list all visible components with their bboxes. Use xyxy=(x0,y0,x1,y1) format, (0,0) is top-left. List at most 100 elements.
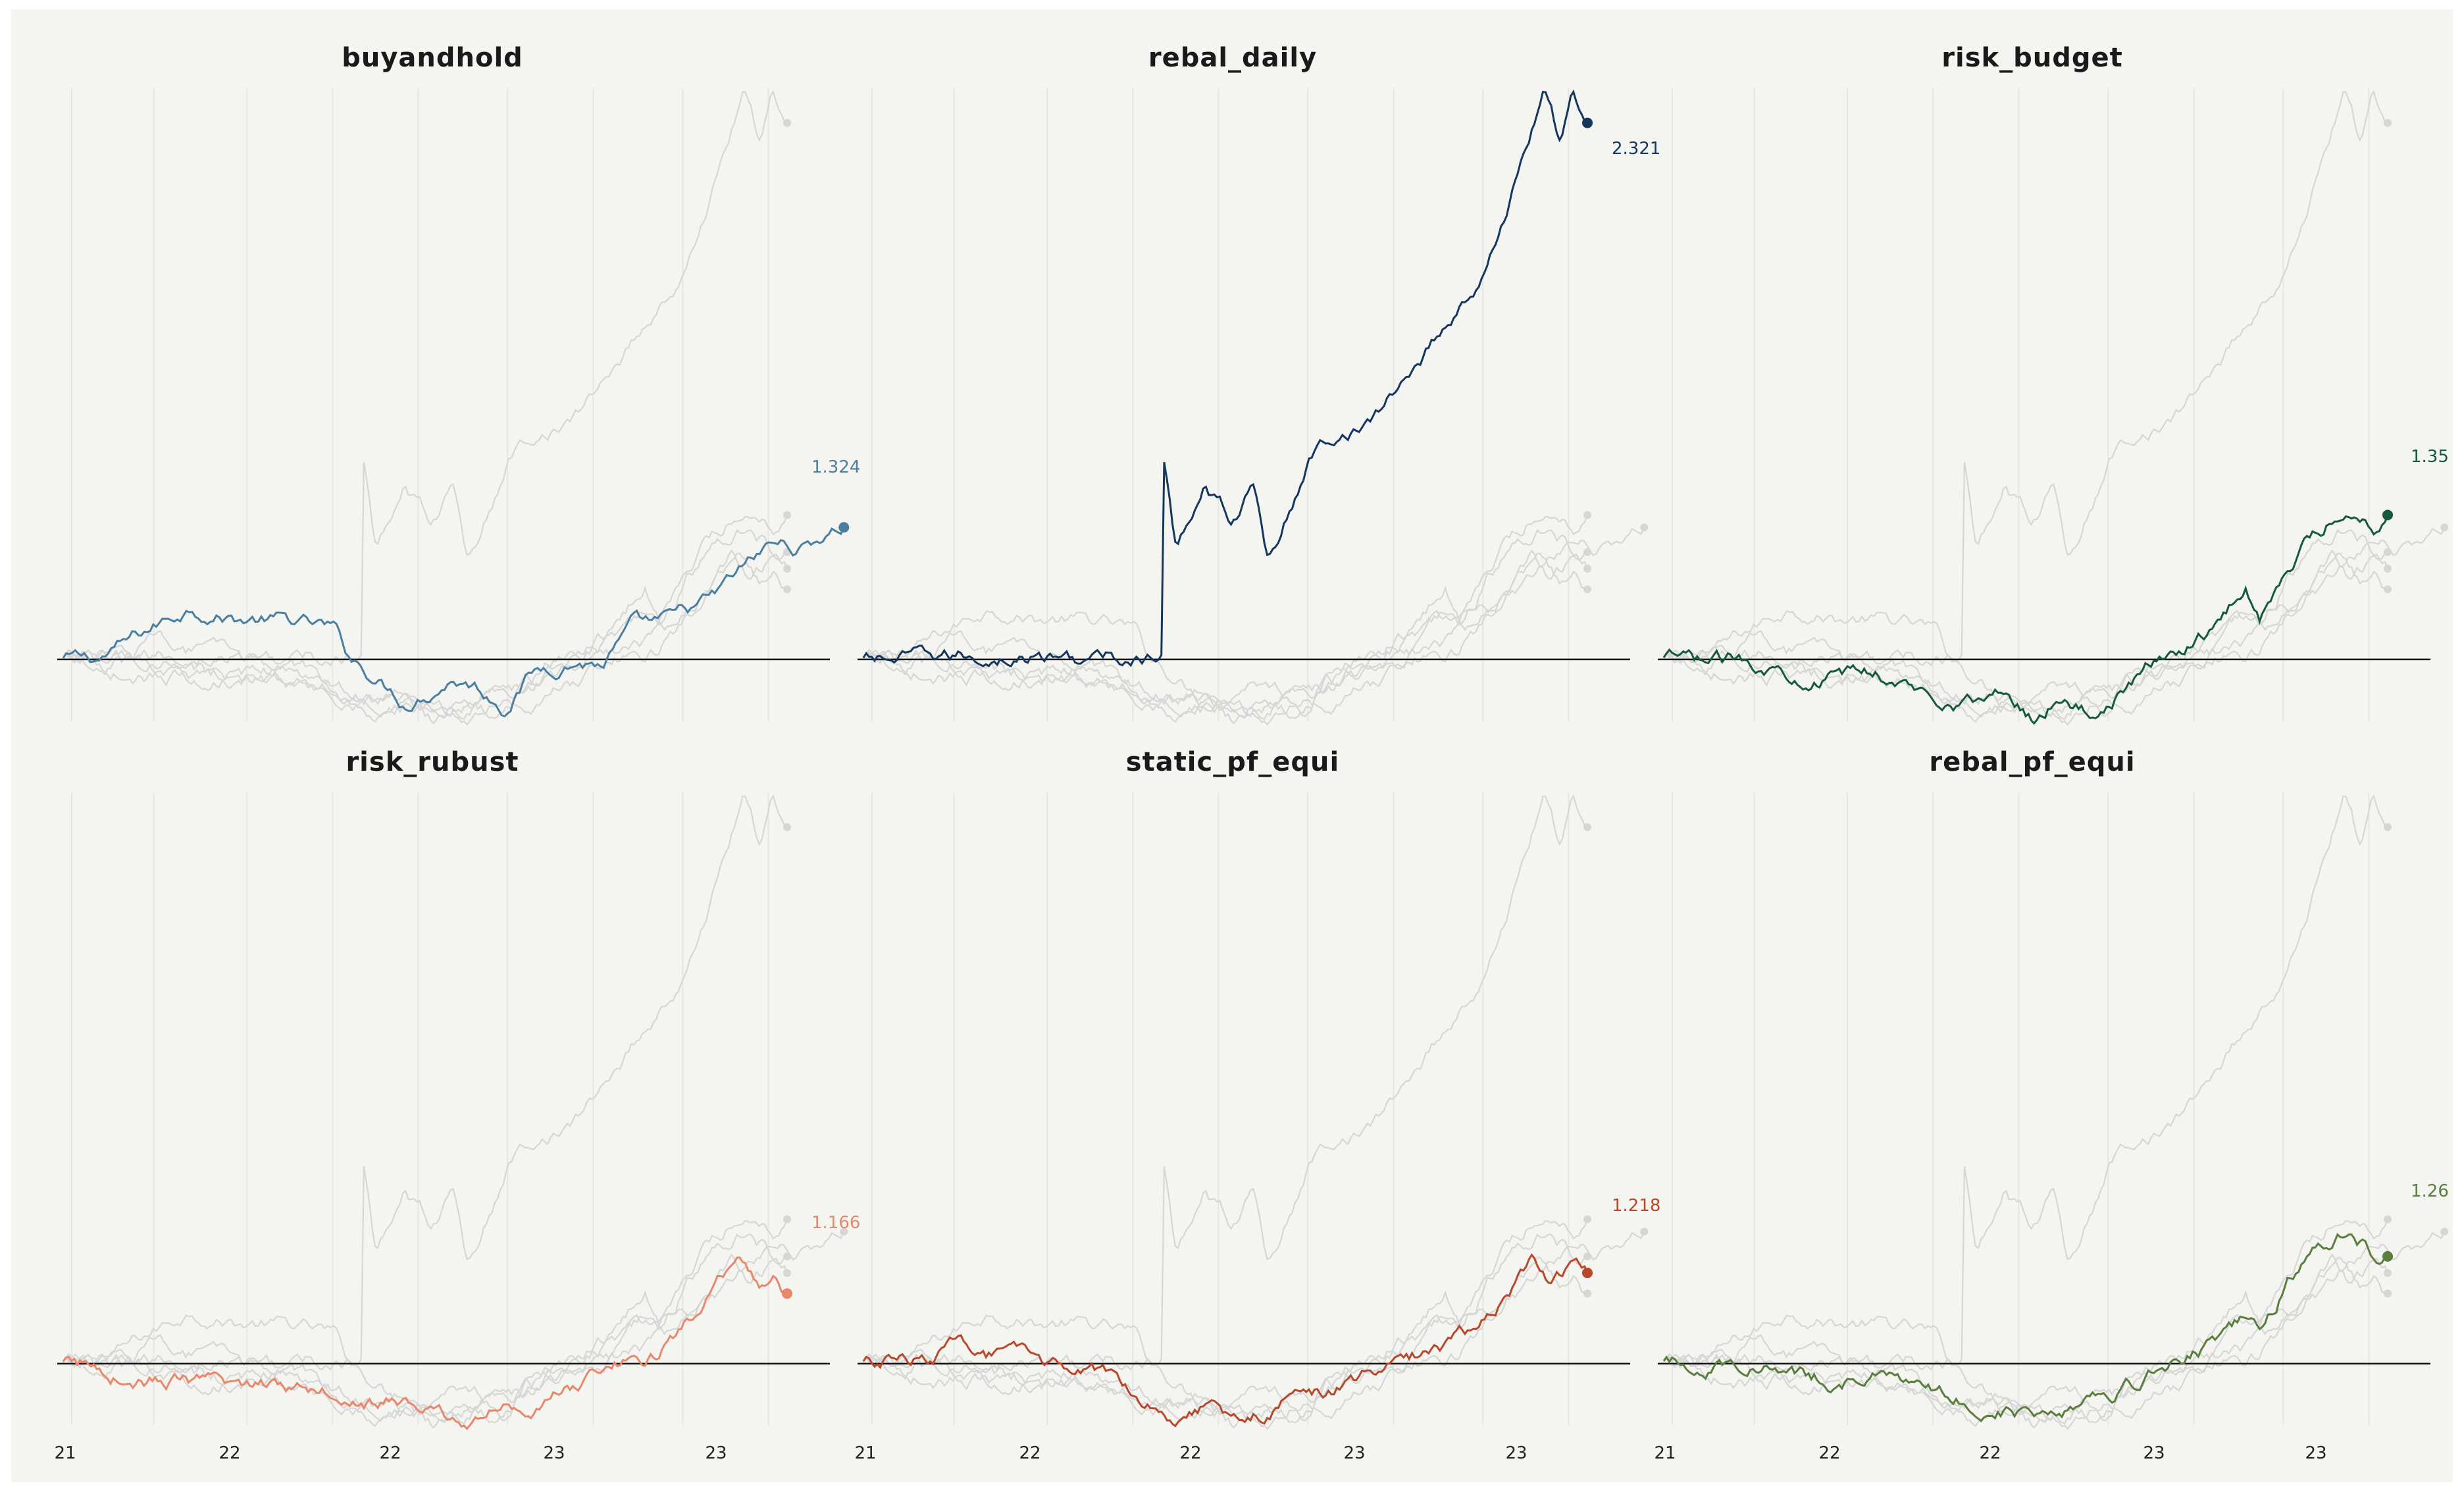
background-series-end-point xyxy=(783,823,791,831)
background-series-line xyxy=(863,529,1588,718)
background-series-end-point xyxy=(783,564,791,573)
background-series-line xyxy=(1663,794,2388,1372)
x-tick-label: 23 xyxy=(1505,1443,1527,1463)
highlight-series-end-point xyxy=(782,1288,792,1299)
background-series-line xyxy=(1663,1231,2446,1422)
end-value-label: 2.321 xyxy=(1612,139,1660,159)
panel-title: risk_budget xyxy=(1941,43,2122,73)
background-series-end-point xyxy=(1583,511,1591,519)
background-series-line xyxy=(1663,1253,2389,1428)
background-series-end-point xyxy=(2440,1228,2449,1236)
x-tick-label: 22 xyxy=(1979,1443,2001,1463)
panel-rebal_daily xyxy=(858,88,1649,726)
panel-title: risk_rubust xyxy=(346,747,519,777)
highlight-series-line xyxy=(1662,514,2389,725)
panel-risk_rubust xyxy=(57,792,848,1431)
panel-title: static_pf_equi xyxy=(1126,747,1339,777)
background-series-line xyxy=(63,552,788,726)
background-series-end-point xyxy=(1583,548,1591,556)
highlight-series-end-point xyxy=(1582,1267,1593,1278)
end-value-label: 1.166 xyxy=(811,1213,860,1233)
background-series-end-point xyxy=(1640,1228,1649,1236)
x-tick-label: 21 xyxy=(54,1443,76,1463)
end-value-label: 1.218 xyxy=(1612,1196,1660,1216)
panel-title: rebal_daily xyxy=(1148,43,1317,73)
small-multiples-chart: buyandhold rebal_daily risk_budget risk_… xyxy=(54,43,2449,1463)
highlight-series-line xyxy=(62,1256,788,1431)
background-series-end-point xyxy=(1583,823,1591,831)
x-tick-label: 22 xyxy=(1179,1443,1201,1463)
x-tick-label: 23 xyxy=(2305,1443,2326,1463)
background-series-end-point xyxy=(1640,523,1649,532)
background-series-end-point xyxy=(2384,548,2392,556)
background-series-end-point xyxy=(2384,1268,2392,1277)
end-value-label: 1.35 xyxy=(2411,447,2449,467)
background-series-end-point xyxy=(2440,523,2449,532)
end-value-label: 1.26 xyxy=(2411,1181,2449,1201)
background-series-line xyxy=(63,1253,788,1428)
background-series-line xyxy=(63,90,788,667)
highlight-series-end-point xyxy=(2382,1251,2393,1262)
x-tick-label: 23 xyxy=(543,1443,565,1463)
panel-risk_budget xyxy=(1658,88,2449,726)
background-series-line xyxy=(1663,549,2389,723)
panel-buyandhold xyxy=(57,88,850,726)
background-series-line xyxy=(863,1256,1588,1430)
background-series-line xyxy=(1663,527,2446,717)
x-tick-label: 22 xyxy=(1019,1443,1040,1463)
x-tick-label: 21 xyxy=(854,1443,876,1463)
background-series-line xyxy=(1663,1219,2389,1429)
background-series-line xyxy=(63,549,788,723)
panel-title: buyandhold xyxy=(342,43,523,73)
x-tick-label: 22 xyxy=(1818,1443,1840,1463)
background-series-line xyxy=(863,552,1588,726)
background-series-end-point xyxy=(783,1252,791,1260)
x-tick-label: 21 xyxy=(1654,1443,1676,1463)
background-series-end-point xyxy=(2384,585,2392,594)
background-series-end-point xyxy=(1583,585,1591,594)
end-value-label: 1.324 xyxy=(811,457,860,477)
panel-rebal_pf_equi xyxy=(1658,792,2449,1430)
x-tick-label: 23 xyxy=(1343,1443,1365,1463)
background-series-line xyxy=(63,1219,788,1429)
highlight-series-end-point xyxy=(1582,117,1593,128)
background-series-end-point xyxy=(783,1268,791,1277)
background-series-end-point xyxy=(2384,1289,2392,1298)
background-series-line xyxy=(63,529,788,718)
highlight-series-end-point xyxy=(838,522,850,533)
background-series-line xyxy=(863,1233,1588,1422)
background-series-end-point xyxy=(840,1228,848,1236)
background-series-end-point xyxy=(2384,1215,2392,1224)
background-series-line xyxy=(863,1219,1589,1429)
highlight-series-line xyxy=(62,527,845,718)
background-series-line xyxy=(863,527,1645,717)
background-series-end-point xyxy=(1583,1252,1591,1260)
background-series-line xyxy=(863,515,1589,725)
background-series-line xyxy=(63,1231,845,1422)
background-series-end-point xyxy=(2384,118,2392,127)
background-series-line xyxy=(63,1233,788,1422)
background-series-end-point xyxy=(2384,564,2392,573)
x-tick-label: 22 xyxy=(379,1443,401,1463)
background-series-line xyxy=(1663,529,2388,718)
background-series-end-point xyxy=(1583,1215,1591,1224)
background-series-line xyxy=(863,794,1588,1372)
highlight-series-line xyxy=(1662,1233,2388,1422)
highlight-series-line xyxy=(862,89,1588,667)
x-tick-label: 23 xyxy=(2143,1443,2165,1463)
background-series-line xyxy=(1663,552,2388,726)
background-series-line xyxy=(63,515,788,725)
background-series-line xyxy=(63,794,788,1372)
x-tick-label: 23 xyxy=(705,1443,727,1463)
panel-static_pf_equi xyxy=(858,792,1649,1430)
highlight-series-end-point xyxy=(2382,509,2393,521)
background-series-end-point xyxy=(783,1215,791,1224)
highlight-series-line xyxy=(862,1253,1589,1428)
background-series-end-point xyxy=(2384,823,2392,831)
background-series-line xyxy=(1663,90,2388,667)
background-series-line xyxy=(863,549,1589,723)
background-series-end-point xyxy=(1583,564,1591,573)
background-series-line xyxy=(1663,1256,2388,1430)
background-series-end-point xyxy=(1583,1289,1591,1298)
chart-figure: buyandhold rebal_daily risk_budget risk_… xyxy=(11,9,2453,1482)
